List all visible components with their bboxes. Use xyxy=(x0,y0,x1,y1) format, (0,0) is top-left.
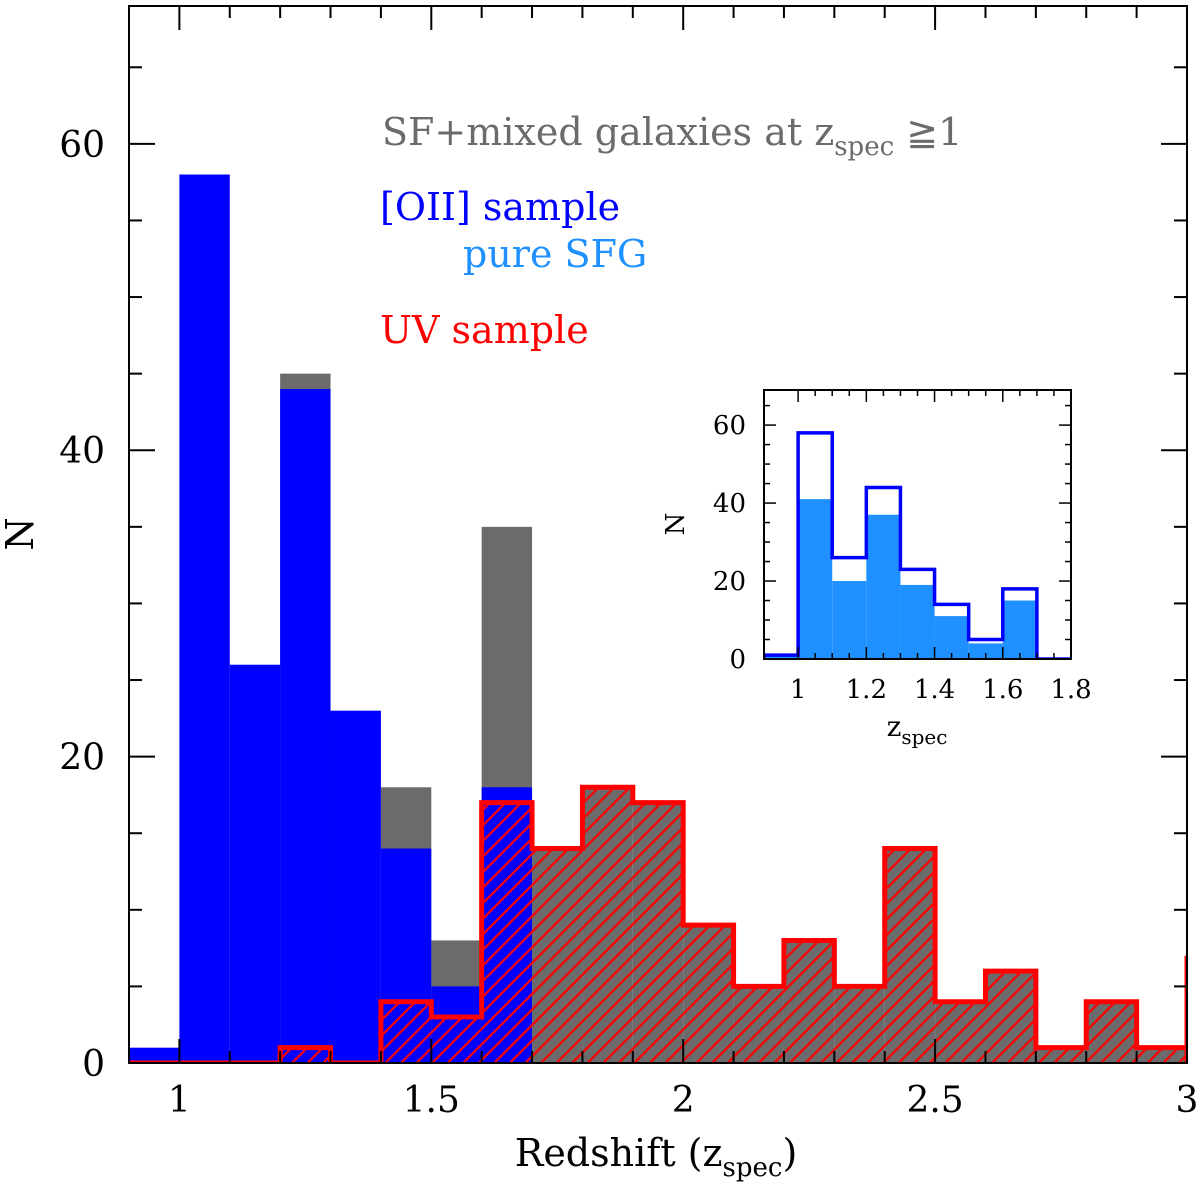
uv-sample-bar xyxy=(985,971,1036,1063)
uv-sample-bar xyxy=(1136,1047,1187,1063)
inset-y-tick-label: 40 xyxy=(713,489,746,519)
uv-sample-bar xyxy=(733,986,784,1063)
inset-pure-sfg-bar xyxy=(900,584,935,659)
inset-pure-sfg-bar xyxy=(866,514,901,659)
inset-pure-sfg-bar xyxy=(764,655,799,659)
x-tick-label: 2 xyxy=(672,1080,695,1121)
oii-sample-bar xyxy=(179,174,230,1063)
sample-annotation: SF+mixed galaxies at zspec ≧1 xyxy=(382,110,962,162)
inset-pure-sfg-bar xyxy=(798,499,833,659)
uv-sample-bar xyxy=(582,787,633,1063)
uv-sample-bar xyxy=(481,802,533,1063)
uv-sample-bar xyxy=(431,1017,482,1063)
uv-sample-bar xyxy=(380,1001,432,1063)
uv-sample-bar xyxy=(532,848,583,1063)
oii-sample-bar xyxy=(229,664,281,1063)
legend-pure-sfg: pure SFG xyxy=(463,232,647,276)
uv-sample-bar xyxy=(783,940,835,1063)
x-axis-label: Redshift (zspec) xyxy=(515,1131,798,1183)
y-tick-label: 0 xyxy=(82,1044,105,1085)
inset-pure-sfg-bar xyxy=(1002,600,1037,659)
x-tick-label: 2.5 xyxy=(906,1080,963,1121)
uv-sample-bar xyxy=(1035,1047,1087,1063)
inset-y-tick-label: 0 xyxy=(729,645,746,675)
inset-pure-sfg-bar xyxy=(934,616,969,659)
uv-sample-bar xyxy=(935,1001,986,1063)
inset-x-tick-label: 1 xyxy=(790,675,807,705)
x-tick-label: 1.5 xyxy=(403,1080,460,1121)
x-tick-label: 1 xyxy=(168,1080,191,1121)
inset-x-tick-label: 1.8 xyxy=(1050,675,1091,705)
uv-sample-bar xyxy=(834,986,885,1063)
inset-x-tick-label: 1.6 xyxy=(982,675,1023,705)
inset-x-tick-label: 1.2 xyxy=(846,675,887,705)
inset-y-tick-label: 20 xyxy=(713,567,746,597)
y-tick-label: 60 xyxy=(59,125,105,166)
uv-sample-bar xyxy=(683,925,734,1063)
uv-sample-bar xyxy=(280,1047,331,1063)
inset-x-tick-label: 1.4 xyxy=(914,675,955,705)
uv-sample-bar xyxy=(632,802,684,1063)
inset-y-axis-label: N xyxy=(661,513,691,536)
y-tick-label: 20 xyxy=(59,738,105,779)
uv-sample-outline xyxy=(129,784,1187,1063)
y-tick-label: 40 xyxy=(59,431,105,472)
inset-y-tick-label: 60 xyxy=(713,411,746,441)
y-axis-label: N xyxy=(0,517,42,550)
inset-oii-outline xyxy=(764,431,1071,659)
inset-pure-sfg-bar xyxy=(968,643,1003,659)
main-plot-frame xyxy=(128,5,1188,1064)
uv-sample-bar xyxy=(1086,1001,1137,1063)
oii-sample-bar xyxy=(280,388,331,1063)
legend-oii-sample: [OII] sample xyxy=(380,185,620,229)
uv-sample-bar xyxy=(884,848,936,1063)
inset-x-axis-label: zspec xyxy=(887,710,948,749)
legend-uv-sample: UV sample xyxy=(380,308,589,352)
x-tick-label: 3 xyxy=(1176,1080,1199,1121)
oii-sample-bar xyxy=(330,710,381,1063)
inset-pure-sfg-bar xyxy=(832,581,867,659)
oii-sample-bar xyxy=(129,1047,180,1063)
